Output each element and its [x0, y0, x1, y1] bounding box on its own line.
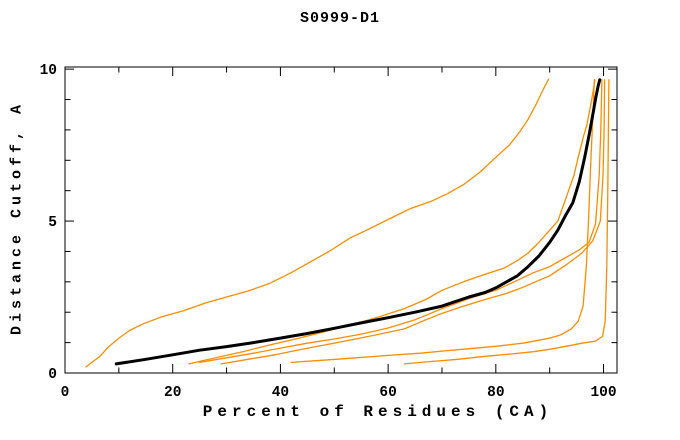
x-tick-label: 80: [487, 385, 504, 401]
x-tick-label: 100: [590, 385, 616, 401]
x-axis-label: Percent of Residues (CA): [202, 403, 554, 421]
series-orange-curve-6-lowest: [403, 79, 610, 365]
series-orange-curve-4: [220, 79, 606, 365]
chart-title: S0999-D1: [299, 10, 380, 27]
y-axis-label: Distance Cutoff, A: [8, 100, 26, 336]
x-tick-label: 0: [61, 385, 70, 401]
x-tick-label: 60: [379, 385, 396, 401]
x-tick-label: 20: [164, 385, 181, 401]
series-orange-curve-1-left-envelope: [85, 78, 550, 368]
series-black-model-curve: [114, 78, 602, 366]
series-orange-curve-2: [188, 79, 596, 365]
series-orange-curve-3: [198, 79, 603, 364]
x-tick-label: 40: [272, 385, 289, 401]
series-orange-curve-5-low: [290, 79, 596, 364]
plot-frame: [64, 66, 618, 374]
y-tick-label: 5: [48, 215, 57, 231]
y-tick-label: 0: [48, 367, 57, 383]
y-tick-label: 10: [40, 63, 57, 79]
